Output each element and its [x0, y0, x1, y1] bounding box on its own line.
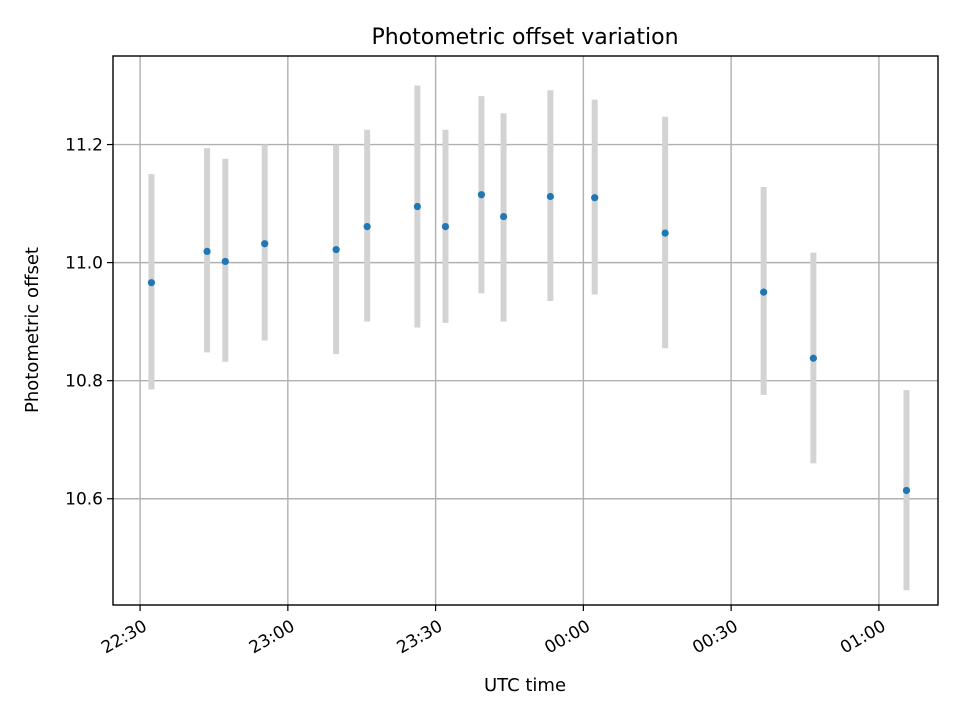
data-point [760, 288, 768, 296]
data-point [902, 486, 911, 495]
data-point [332, 246, 340, 254]
y-tick-label: 10.6 [65, 490, 103, 510]
data-point [221, 257, 229, 266]
y-tick-label: 11.2 [65, 136, 103, 156]
data-point [261, 240, 269, 248]
data-point [809, 354, 817, 362]
data-point [147, 279, 156, 287]
data-point [413, 202, 421, 211]
data-point [203, 247, 211, 255]
y-tick-label: 11.0 [65, 254, 103, 274]
data-point [441, 223, 450, 231]
data-point [363, 223, 371, 231]
plot-frame [112, 55, 939, 606]
x-axis-label: UTC time [484, 675, 566, 696]
y-axis-label: Photometric offset [22, 247, 43, 413]
data-point [477, 191, 486, 199]
point-layer [147, 191, 911, 495]
data-point [661, 229, 669, 237]
chart-title: Photometric offset variation [371, 25, 678, 50]
data-point [546, 192, 554, 201]
data-point [591, 194, 599, 202]
data-point [499, 212, 508, 221]
y-tick-label: 10.8 [65, 372, 103, 392]
grid-layer [113, 56, 938, 605]
